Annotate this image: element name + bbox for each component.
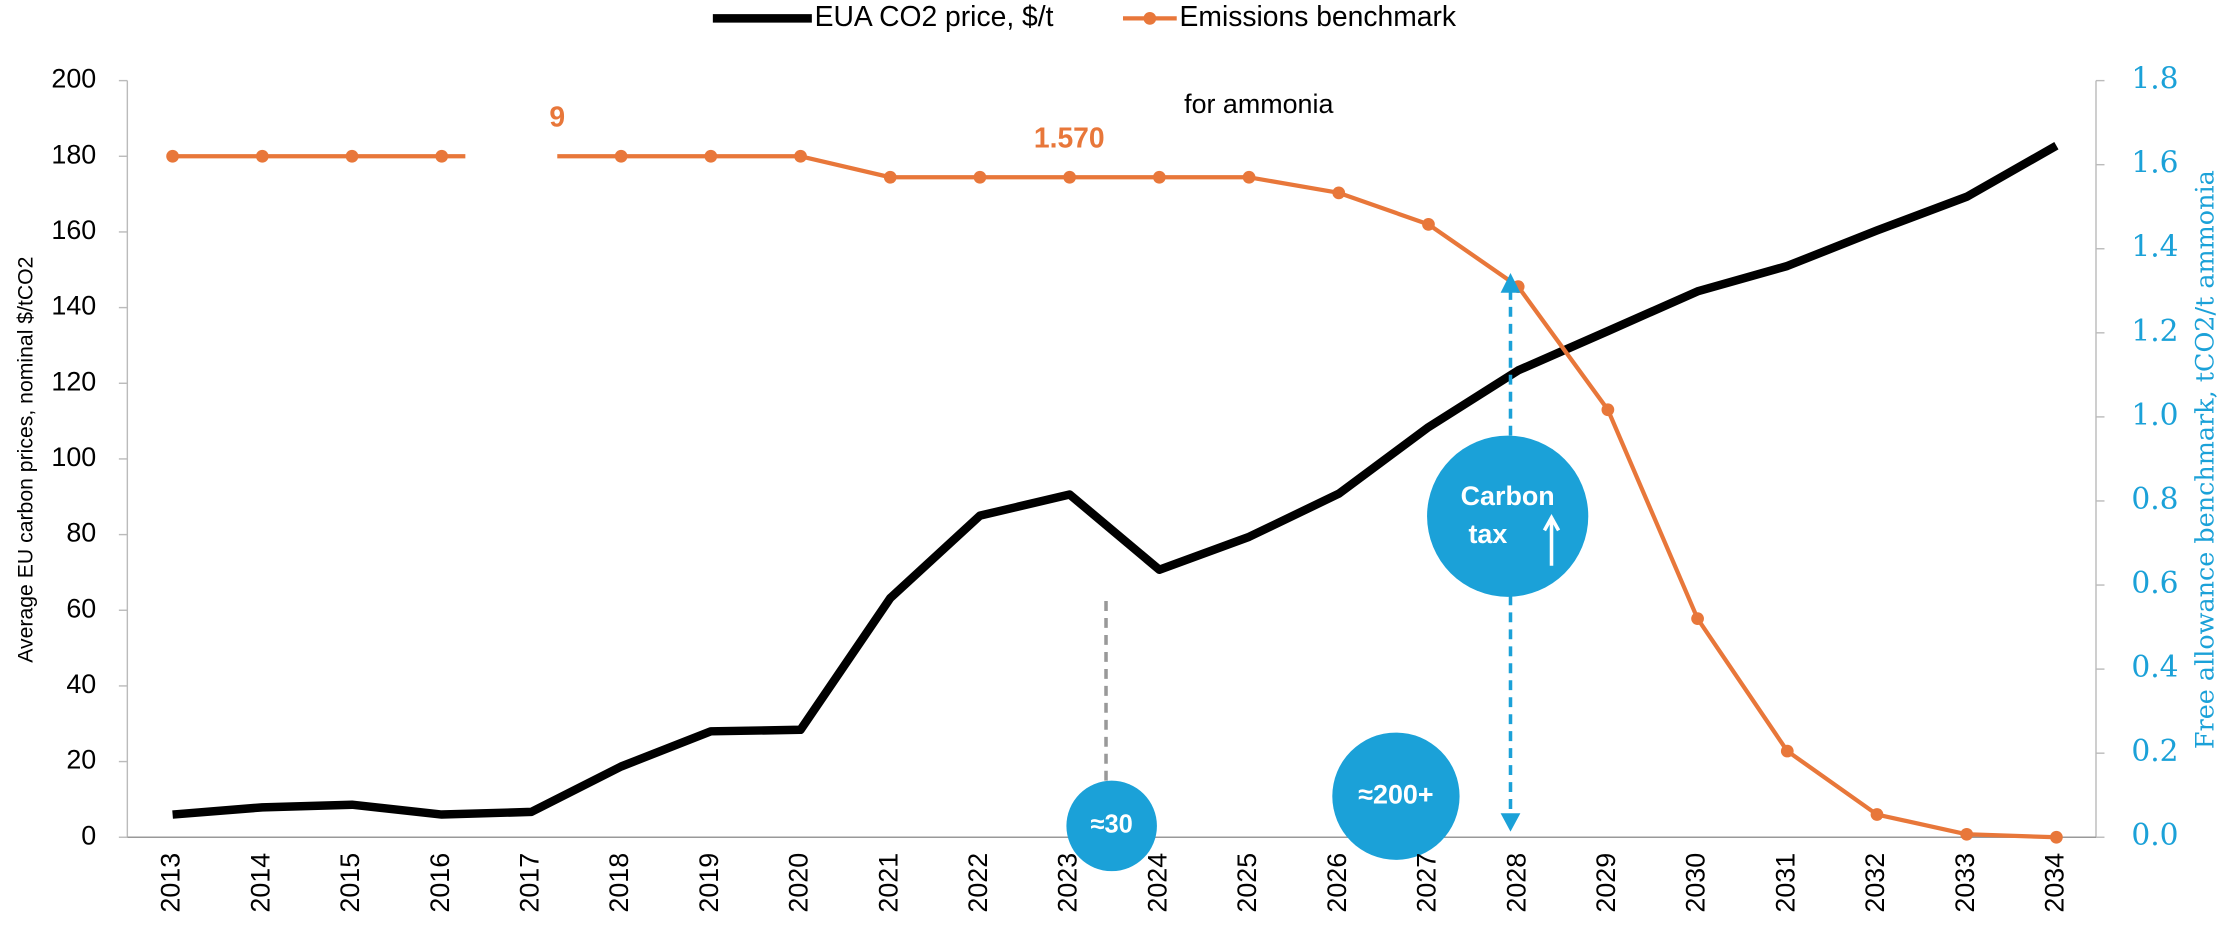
x-tick-label: 2018 bbox=[604, 853, 634, 913]
marker bbox=[255, 149, 269, 163]
x-tick-label: 2013 bbox=[156, 853, 186, 913]
marker bbox=[166, 149, 179, 163]
badge-text: tax bbox=[1468, 519, 1507, 549]
marker bbox=[2050, 830, 2063, 844]
badge bbox=[1332, 732, 1460, 860]
x-tick-label: 2024 bbox=[1142, 853, 1172, 913]
mask bbox=[465, 98, 558, 170]
marker bbox=[614, 149, 628, 163]
x-tick-label: 2017 bbox=[515, 853, 545, 913]
y2-tick-label: 0.4 bbox=[2131, 650, 2178, 685]
y-tick-label: 20 bbox=[66, 745, 96, 775]
x-tick-label: 2022 bbox=[963, 853, 993, 913]
x-tick-label: 2026 bbox=[1322, 853, 1352, 913]
y-tick-label: 40 bbox=[66, 669, 96, 699]
y-tick-label: 180 bbox=[51, 139, 96, 169]
x-tick-label: 2029 bbox=[1591, 853, 1621, 913]
y-tick-label: 0 bbox=[81, 820, 96, 850]
x-tick-label: 2023 bbox=[1053, 853, 1083, 913]
y2-tick-label: 0.8 bbox=[2131, 482, 2178, 517]
annotation: 1.570 bbox=[1034, 121, 1105, 153]
badge bbox=[1427, 435, 1589, 597]
x-tick-label: 2015 bbox=[335, 853, 365, 913]
y2-tick-label: 0.2 bbox=[2131, 734, 2178, 769]
up-arrow bbox=[1542, 513, 1561, 566]
y-tick-label: 160 bbox=[51, 215, 96, 245]
marker bbox=[1691, 612, 1704, 626]
x-tick-label: 2016 bbox=[425, 853, 455, 913]
badge bbox=[1066, 780, 1157, 872]
y-tick-label: 80 bbox=[66, 518, 96, 548]
y2-tick-label: 1.8 bbox=[2131, 62, 2178, 97]
badge-text: ≈200+ bbox=[1358, 779, 1433, 809]
plot bbox=[166, 141, 2063, 844]
marker bbox=[1152, 170, 1166, 184]
y2-tick-label: 0.6 bbox=[2131, 566, 2178, 601]
marker bbox=[1780, 744, 1794, 758]
legend-marker bbox=[1143, 12, 1157, 25]
y2-tick-label: 1.0 bbox=[2131, 398, 2178, 433]
y2-tick-label: 1.2 bbox=[2131, 314, 2178, 349]
x-tick-label: 2019 bbox=[694, 853, 724, 913]
marker bbox=[1601, 403, 1615, 417]
x-tick-label: 2030 bbox=[1681, 853, 1711, 913]
legend-label: Emissions benchmark bbox=[1180, 0, 1457, 32]
y2-tick-label: 0.0 bbox=[2131, 818, 2178, 853]
marker bbox=[1242, 170, 1256, 184]
marker bbox=[1332, 186, 1346, 200]
x-tick-label: 2033 bbox=[1950, 853, 1980, 913]
x-tick-label: 2020 bbox=[784, 853, 814, 913]
series-line bbox=[172, 141, 2059, 819]
marker bbox=[973, 170, 987, 184]
legend-label: EUA CO2 price, $/t bbox=[815, 0, 1054, 32]
x-tick-label: 2021 bbox=[873, 853, 903, 913]
marker bbox=[883, 170, 897, 184]
annotation: for ammonia bbox=[1184, 89, 1333, 119]
y-tick-label: 100 bbox=[51, 442, 96, 472]
annotation: 9 bbox=[549, 100, 565, 132]
x-tick-label: 2027 bbox=[1412, 853, 1442, 913]
y2-tick-label: 1.6 bbox=[2131, 146, 2178, 181]
x-tick-label: 2032 bbox=[1860, 853, 1890, 913]
badge-text: ≈30 bbox=[1091, 811, 1133, 839]
badge-text: Carbon bbox=[1461, 481, 1555, 511]
marker bbox=[435, 149, 449, 163]
y2-axis-title: Free allowance benchmark, tCO2/t ammonia bbox=[2190, 170, 2220, 749]
marker bbox=[1063, 170, 1077, 184]
y-tick-label: 60 bbox=[66, 593, 96, 623]
marker bbox=[1422, 218, 1435, 231]
marker bbox=[1870, 808, 1884, 821]
y-tick-label: 120 bbox=[51, 366, 96, 396]
x-tick-label: 2034 bbox=[2039, 853, 2069, 913]
y-tick-label: 140 bbox=[51, 291, 96, 321]
x-tick-label: 2028 bbox=[1501, 853, 1531, 913]
marker bbox=[1960, 827, 1974, 841]
series-line bbox=[172, 154, 2057, 840]
x-tick-label: 2031 bbox=[1770, 853, 1800, 913]
y2-tick-label: 1.4 bbox=[2131, 230, 2178, 265]
marker bbox=[704, 149, 718, 163]
marker bbox=[345, 149, 359, 163]
marker bbox=[794, 149, 807, 163]
x-tick-label: 2025 bbox=[1232, 853, 1262, 913]
y-axis-title: Average EU carbon prices, nominal $/tCO2 bbox=[15, 257, 38, 663]
y-tick-label: 200 bbox=[51, 64, 96, 94]
x-tick-label: 2014 bbox=[245, 853, 275, 913]
